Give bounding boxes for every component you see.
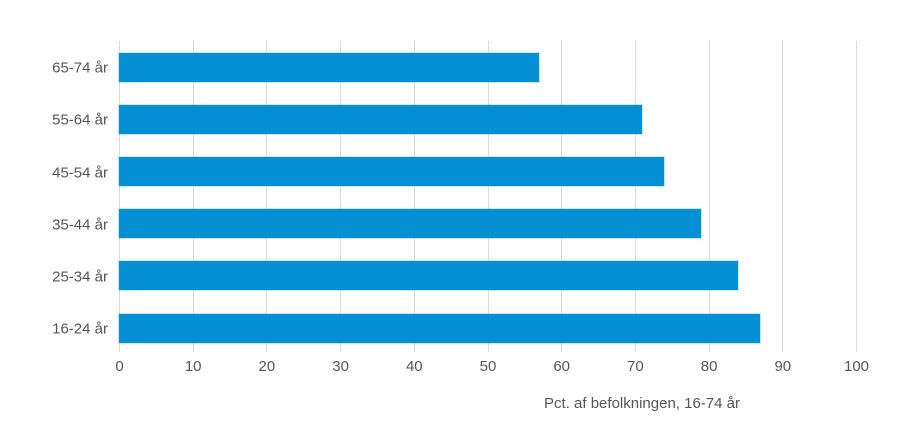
gridline: [561, 41, 563, 352]
x-tick-label: 40: [405, 358, 423, 375]
x-tick-label: 90: [774, 358, 792, 375]
gridline: [708, 41, 710, 352]
bar-45-54-år[interactable]: [119, 157, 665, 186]
gridline: [856, 41, 857, 352]
gridline: [119, 41, 120, 352]
category-label: 65-74 år: [52, 59, 108, 77]
x-tick-label: 60: [553, 358, 571, 375]
bar-65-74-år[interactable]: [119, 52, 540, 82]
category-label: 35-44 år: [52, 216, 108, 234]
gridline: [192, 41, 194, 352]
category-label: 55-64 år: [52, 111, 108, 129]
gridline: [266, 41, 268, 352]
bar-16-24-år[interactable]: [119, 313, 761, 343]
x-tick-label: 70: [627, 358, 644, 375]
x-tick-label: 20: [258, 358, 276, 375]
gridline: [487, 41, 489, 352]
bar-35-44-år[interactable]: [119, 209, 702, 239]
x-tick-label: 80: [700, 358, 718, 375]
gridline: [634, 41, 636, 352]
x-axis-title: Pct. af befolkningen, 16-74 år: [544, 395, 740, 412]
category-label: 45-54 år: [52, 164, 108, 181]
category-label: 25-34 år: [52, 268, 108, 286]
bar-25-34-år[interactable]: [119, 261, 739, 291]
category-label: 16-24 år: [52, 320, 108, 338]
gridline: [340, 41, 342, 352]
gridline: [413, 41, 415, 352]
x-tick-label: 50: [479, 358, 497, 375]
bar-55-64-år[interactable]: [119, 104, 643, 134]
x-tick-label: 0: [115, 358, 124, 375]
x-tick-label: 30: [332, 358, 349, 375]
plot-area: [119, 41, 857, 352]
x-tick-label: 10: [184, 358, 202, 375]
x-tick-label: 100: [843, 358, 870, 375]
gridline: [782, 41, 784, 352]
